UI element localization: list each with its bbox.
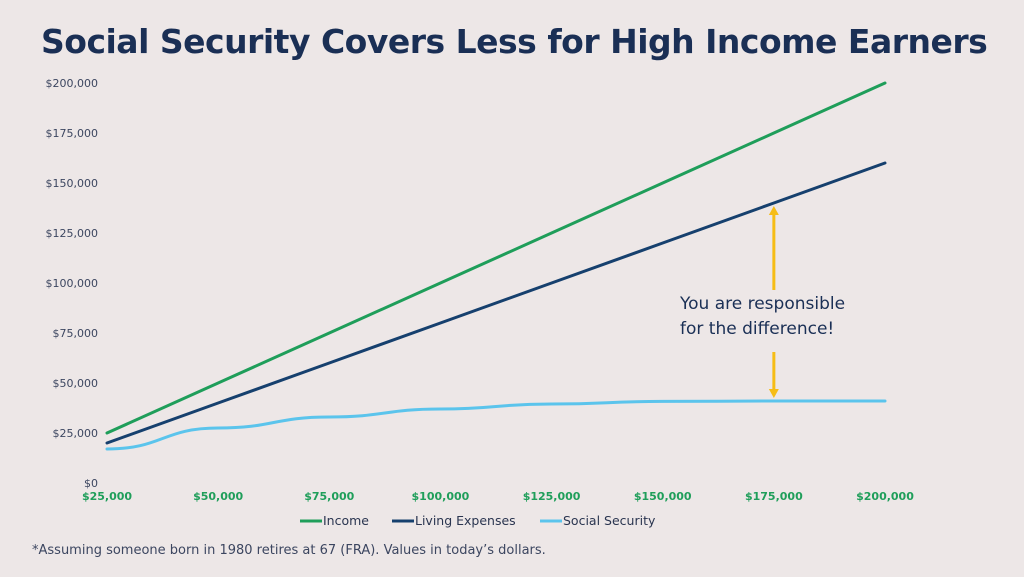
- x-tick-label: $50,000: [193, 490, 243, 503]
- annotation-text: You are responsible: [679, 294, 845, 314]
- series-line-social-security: [105, 399, 887, 451]
- x-tick-label: $25,000: [82, 490, 132, 503]
- x-tick-label: $75,000: [304, 490, 354, 503]
- x-tick-label: $175,000: [745, 490, 803, 503]
- legend-label: Income: [323, 513, 369, 528]
- x-tick-label: $125,000: [523, 490, 581, 503]
- footnote: *Assuming someone born in 1980 retires a…: [32, 543, 546, 558]
- series-line-income: [105, 81, 887, 435]
- y-tick-label: $125,000: [46, 227, 99, 240]
- y-tick-label: $50,000: [53, 377, 99, 390]
- y-tick-label: $100,000: [46, 277, 99, 290]
- x-tick-label: $100,000: [412, 490, 470, 503]
- y-tick-label: $175,000: [46, 127, 99, 140]
- x-tick-label: $200,000: [856, 490, 914, 503]
- x-tick-label: $150,000: [634, 490, 692, 503]
- line-chart: $0$25,000$50,000$75,000$100,000$125,000$…: [46, 77, 915, 528]
- annotation-text: for the difference!: [680, 319, 834, 339]
- y-tick-label: $25,000: [53, 427, 99, 440]
- legend-label: Social Security: [563, 513, 656, 528]
- arrow-down-icon: [768, 389, 779, 398]
- chart-title: Social Security Covers Less for High Inc…: [41, 22, 988, 61]
- y-tick-label: $200,000: [46, 77, 99, 90]
- y-tick-label: $0: [84, 477, 98, 490]
- series-line-living-expenses: [105, 161, 887, 445]
- y-tick-label: $75,000: [53, 327, 99, 340]
- arrow-up-icon: [768, 206, 779, 215]
- y-tick-label: $150,000: [46, 177, 99, 190]
- legend-label: Living Expenses: [415, 513, 516, 528]
